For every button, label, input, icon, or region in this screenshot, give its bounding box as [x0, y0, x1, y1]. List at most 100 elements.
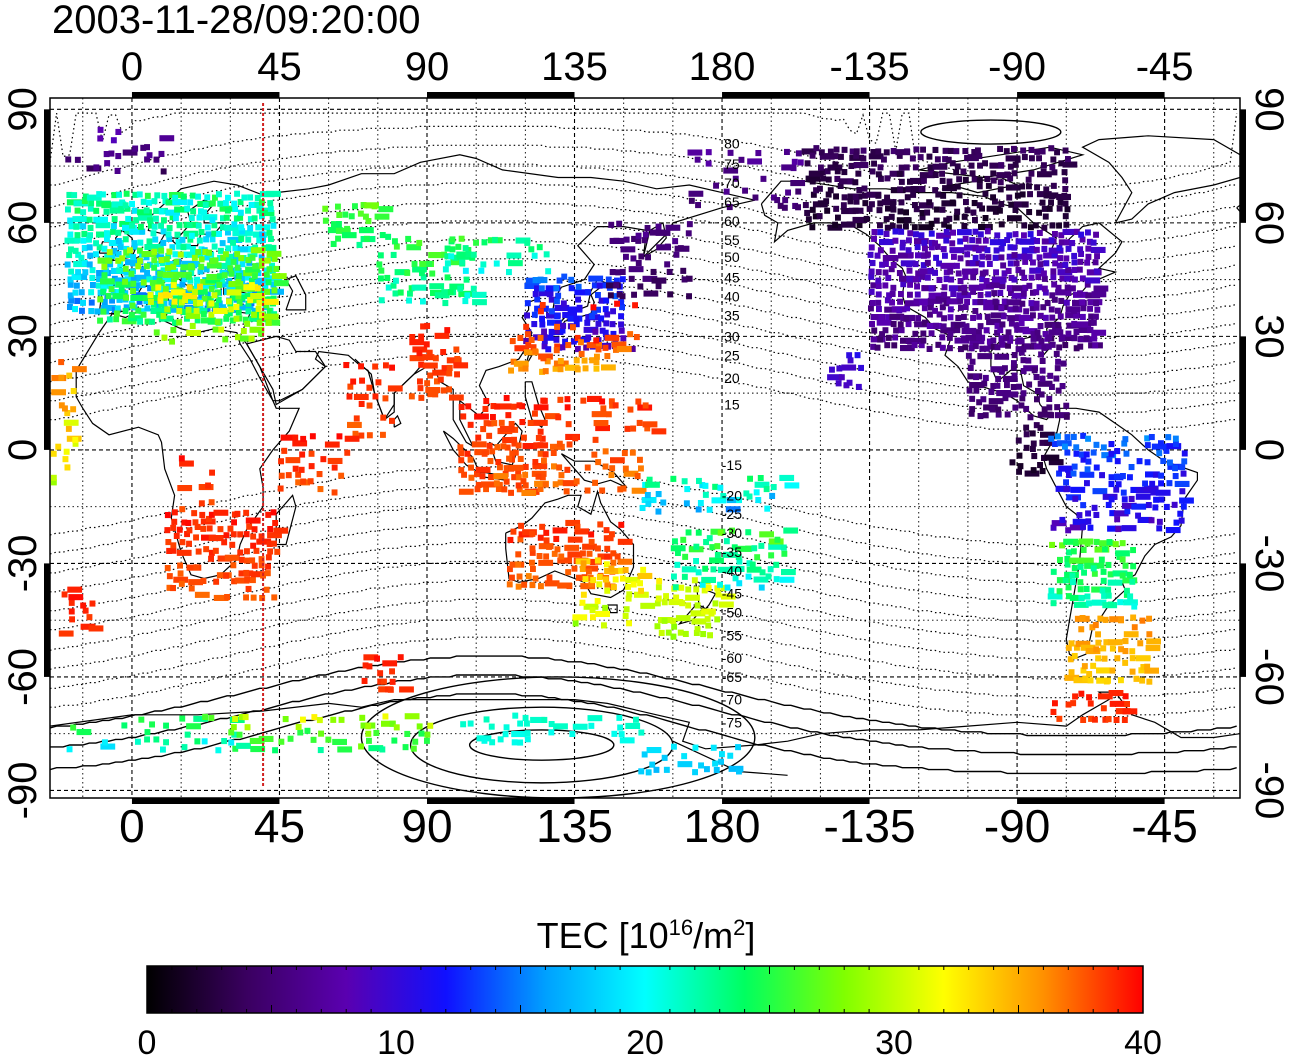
tec-cell [392, 238, 398, 244]
tec-cell [71, 388, 77, 394]
tec-cell [245, 724, 251, 730]
tec-cell [468, 457, 474, 463]
tec-cell [810, 178, 816, 184]
tec-cell [1165, 434, 1171, 440]
tec-cell [685, 595, 700, 601]
tec-cell [533, 291, 539, 297]
tec-cell [891, 321, 897, 327]
tec-cell [239, 557, 245, 563]
tec-cell [1132, 624, 1138, 630]
tec-cell [1051, 569, 1057, 575]
tec-cell [538, 535, 544, 541]
tec-cell [428, 252, 443, 258]
tec-cell [161, 193, 167, 199]
tec-cell [577, 305, 583, 311]
tec-cell [141, 199, 147, 205]
tec-cell [107, 316, 113, 322]
tec-cell [297, 729, 303, 735]
tec-cell [575, 524, 581, 530]
lon-label-top: 90 [405, 45, 450, 89]
tec-cell [159, 151, 165, 157]
tec-cell [932, 308, 938, 314]
tec-cell [858, 365, 864, 371]
tec-cell [993, 299, 999, 305]
contour-label: 20 [724, 370, 740, 386]
tec-cell [152, 198, 158, 204]
tec-cell [332, 465, 338, 471]
tec-cell [335, 236, 341, 242]
tec-cell [584, 320, 590, 326]
tec-cell [564, 488, 570, 494]
tec-cell [444, 327, 450, 333]
tec-cell [1054, 149, 1060, 155]
tec-cell [1041, 162, 1047, 168]
contour-label: 40 [724, 289, 740, 305]
tec-cell [232, 206, 238, 212]
tec-cell [536, 474, 542, 480]
tec-cell [200, 526, 206, 532]
tec-cell [595, 545, 601, 551]
lon-label-bottom: -45 [1131, 800, 1197, 852]
tec-cell [1026, 209, 1032, 215]
tec-cell [907, 282, 913, 288]
tec-cell [145, 193, 151, 199]
tec-cell [1012, 184, 1018, 190]
tec-cell [696, 478, 702, 484]
tec-cell [781, 569, 796, 575]
lat-label-left: 30 [1, 314, 45, 359]
tec-cell [354, 394, 369, 400]
tec-cell [123, 202, 129, 208]
tec-cell [1029, 171, 1035, 177]
tec-cell [87, 244, 93, 250]
tec-cell [893, 327, 899, 333]
tec-cell [187, 222, 193, 228]
tec-cell [179, 455, 185, 461]
tec-cell [328, 458, 343, 464]
tec-cell [551, 450, 557, 456]
tec-cell [152, 237, 158, 243]
colorbar-tick-label: 20 [626, 1024, 664, 1057]
tec-cell [135, 308, 141, 314]
tec-cell [1093, 232, 1099, 238]
tec-cell [417, 723, 423, 729]
tec-cell [464, 292, 470, 298]
tec-cell [969, 163, 975, 169]
tec-cell [619, 731, 625, 737]
tec-cell [621, 486, 627, 492]
tec-cell [224, 532, 230, 538]
tec-cell [616, 221, 622, 227]
tec-cell [1023, 406, 1029, 412]
tec-cell [1099, 563, 1105, 569]
tec-cell [883, 327, 889, 333]
tec-cell [1114, 655, 1120, 661]
tec-cell [1166, 527, 1181, 533]
tec-cell [627, 331, 633, 337]
tec-cell [1106, 593, 1112, 599]
tec-cell [252, 563, 258, 569]
tec-cell [489, 448, 495, 454]
tec-cell [1071, 267, 1077, 273]
tec-cell [773, 562, 779, 568]
tec-cell [521, 435, 527, 441]
tec-cell [237, 732, 243, 738]
tec-cell [271, 223, 277, 229]
tec-cell [158, 298, 164, 304]
tec-cell [913, 261, 919, 267]
tec-cell [87, 261, 93, 267]
tec-cell [98, 127, 104, 133]
tec-cell [1152, 504, 1158, 510]
tec-cell [660, 278, 666, 284]
tec-cell [238, 224, 244, 230]
tec-cell [543, 451, 549, 457]
tec-cell [954, 209, 960, 215]
tec-cell [243, 510, 249, 516]
tec-cell [1071, 253, 1077, 259]
tec-cell [1041, 246, 1047, 252]
tec-cell [640, 603, 655, 609]
tec-cell [572, 435, 578, 441]
tec-cell [195, 194, 201, 200]
tec-cell [751, 545, 757, 551]
tec-cell [637, 420, 643, 426]
tec-cell [300, 717, 306, 723]
tec-cell [480, 473, 486, 479]
